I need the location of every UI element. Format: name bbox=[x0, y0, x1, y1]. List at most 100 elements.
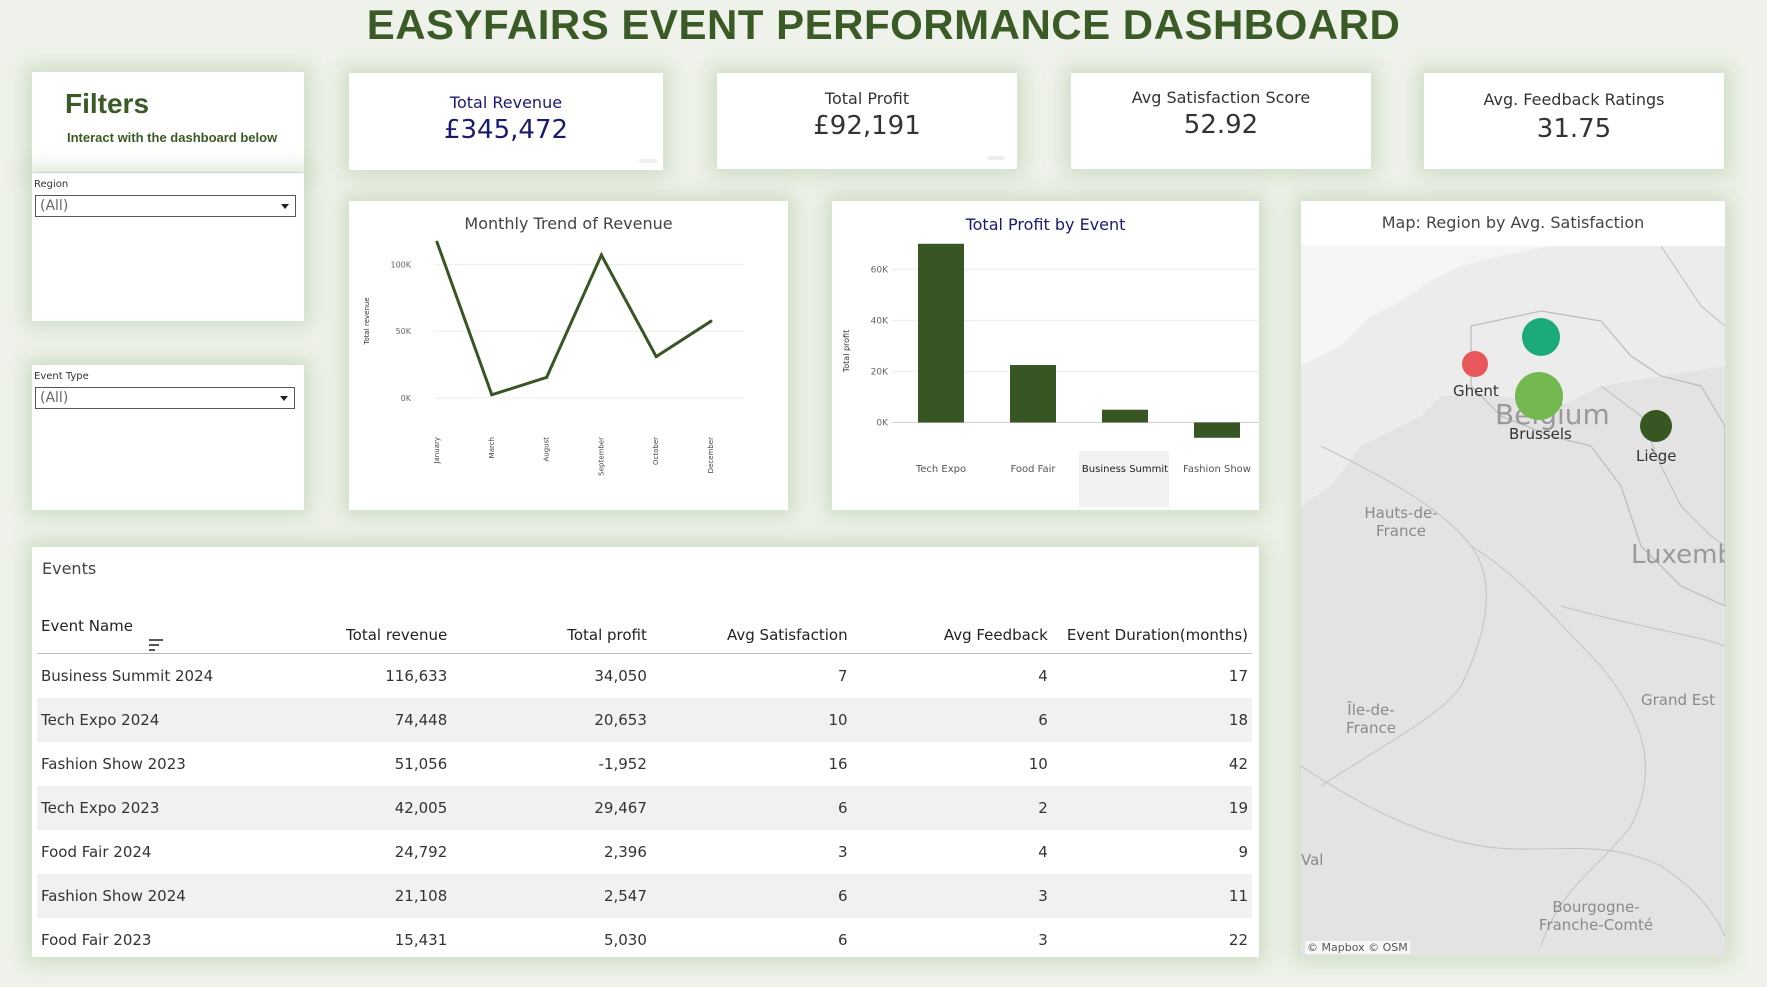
data-point[interactable] bbox=[545, 375, 549, 379]
table-cell: 11 bbox=[1051, 874, 1252, 918]
y-tick-label: 20K bbox=[871, 367, 889, 377]
events-table-body: Business Summit 2024 116,633 34,050 7 4 17 Tec… bbox=[37, 654, 1252, 963]
city-label: Ghent bbox=[1453, 382, 1499, 400]
table-cell: 15,431 bbox=[394, 931, 448, 949]
region-map: Map: Region by Avg. Satisfaction Belgium… bbox=[1301, 201, 1725, 956]
table-cell: 20,653 bbox=[451, 698, 651, 742]
x-tick-label: December bbox=[707, 437, 715, 473]
table-cell: 10 bbox=[650, 698, 852, 742]
sort-icon[interactable] bbox=[149, 638, 163, 651]
table-cell: 5,030 bbox=[603, 931, 647, 949]
bar[interactable] bbox=[1102, 409, 1148, 423]
table-row[interactable]: Food Fair 2023 15,431 5,030 6 3 22 bbox=[37, 918, 1252, 962]
table-cell: 51,056 bbox=[394, 755, 448, 773]
kpi-label: Avg. Feedback Ratings bbox=[1483, 90, 1665, 109]
filters-subtitle: Interact with the dashboard below bbox=[67, 130, 278, 145]
map-attribution[interactable]: © Mapbox © OSM bbox=[1305, 941, 1410, 954]
table-row[interactable]: Tech Expo 2024 74,448 20,653 10 6 18 bbox=[37, 698, 1252, 742]
table-cell: Food Fair 2024 bbox=[41, 843, 152, 861]
table-cell: 2 bbox=[851, 786, 1052, 830]
table-cell: 22 bbox=[1228, 931, 1248, 949]
table-cell: 6 bbox=[838, 931, 848, 949]
kpi-value: 52.92 bbox=[1183, 110, 1259, 140]
x-tick-label: March bbox=[488, 437, 496, 458]
table-cell: 18 bbox=[1051, 698, 1252, 742]
map-region-label: Hauts-de-France bbox=[1364, 504, 1438, 540]
table-cell: 42 bbox=[1228, 755, 1248, 773]
table-cell: 4 bbox=[1038, 843, 1048, 861]
table-cell: 42,005 bbox=[252, 786, 452, 830]
data-point[interactable] bbox=[654, 355, 658, 359]
data-point[interactable] bbox=[599, 253, 603, 257]
chevron-down-icon bbox=[280, 396, 288, 401]
table-row[interactable]: Food Fair 2024 24,792 2,396 3 4 9 bbox=[37, 830, 1252, 874]
x-tick-label: October bbox=[652, 437, 660, 465]
x-tick-label: September bbox=[597, 437, 605, 476]
map-region-label: Luxemb bbox=[1631, 540, 1725, 570]
kpi-value: £345,472 bbox=[443, 115, 569, 145]
column-header[interactable]: Event Duration(months) bbox=[1051, 617, 1252, 654]
kpi-value: 31.75 bbox=[1536, 114, 1612, 144]
map-point-liege[interactable] bbox=[1640, 410, 1672, 442]
map-point[interactable] bbox=[1522, 318, 1560, 356]
kpi-total-revenue: Total Revenue £345,472 bbox=[349, 73, 663, 170]
bar[interactable] bbox=[918, 243, 964, 423]
kpi-label: Total Profit bbox=[824, 89, 910, 108]
x-tick-label: August bbox=[543, 437, 551, 462]
event-type-select[interactable]: (All) bbox=[35, 387, 295, 409]
y-tick-label: 0K bbox=[876, 418, 889, 428]
event-type-value: (All) bbox=[40, 390, 69, 406]
revenue-trend-chart: Monthly Trend of Revenue 0K 50K 100K Januar… bbox=[349, 201, 788, 510]
filters-title: Filters bbox=[65, 88, 150, 119]
map-region-label: Grand Est bbox=[1641, 691, 1715, 709]
bar[interactable] bbox=[1194, 422, 1240, 438]
map-background bbox=[1301, 246, 1725, 956]
chart-title: Total Profit by Event bbox=[965, 215, 1126, 234]
kpi-label: Avg Satisfaction Score bbox=[1131, 88, 1311, 107]
table-row[interactable]: Fashion Show 2024 21,108 2,547 6 3 11 bbox=[37, 874, 1252, 918]
table-cell: 4 bbox=[1038, 667, 1048, 685]
x-tick-label: Fashion Show bbox=[1183, 464, 1251, 475]
column-header[interactable]: Total profit bbox=[451, 617, 651, 654]
column-header[interactable]: Total revenue bbox=[252, 617, 452, 654]
y-tick-label: 0K bbox=[401, 394, 412, 403]
region-select[interactable]: (All) bbox=[35, 195, 296, 217]
table-cell: 116,633 bbox=[385, 667, 448, 685]
filters-header: Filters Interact with the dashboard belo… bbox=[32, 72, 304, 172]
chart-title: Monthly Trend of Revenue bbox=[464, 214, 673, 233]
table-cell: 3 bbox=[1038, 931, 1048, 949]
table-cell: 2,396 bbox=[603, 843, 647, 861]
series-line[interactable] bbox=[435, 241, 712, 397]
column-header[interactable]: Avg Feedback bbox=[851, 617, 1052, 654]
map-point-brussels[interactable] bbox=[1515, 372, 1563, 420]
dashboard-title: EASYFAIRS EVENT PERFORMANCE DASHBOARD bbox=[366, 1, 1401, 48]
data-point[interactable] bbox=[435, 240, 439, 244]
column-header[interactable]: Event Name bbox=[37, 617, 253, 654]
y-tick-label: 60K bbox=[871, 265, 889, 275]
x-tick-label: Tech Expo bbox=[915, 464, 966, 475]
city-label: Liège bbox=[1636, 447, 1677, 465]
events-table: Event Name Total revenue Total profit Av… bbox=[37, 617, 1252, 962]
kpi-avg-satisfaction: Avg Satisfaction Score 52.92 bbox=[1071, 73, 1371, 169]
table-row[interactable]: Business Summit 2024 116,633 34,050 7 4 17 bbox=[37, 654, 1252, 699]
table-cell: 21,108 bbox=[252, 874, 452, 918]
event-type-filter: Event Type (All) bbox=[32, 365, 304, 510]
table-cell: 17 bbox=[1228, 667, 1248, 685]
bar[interactable] bbox=[1010, 365, 1056, 423]
region-label: Region bbox=[34, 179, 69, 190]
column-header[interactable]: Avg Satisfaction bbox=[650, 617, 852, 654]
table-cell: 6 bbox=[851, 698, 1052, 742]
data-point[interactable] bbox=[490, 393, 494, 397]
table-cell: Food Fair 2023 bbox=[41, 931, 152, 949]
y-tick-label: 40K bbox=[871, 316, 889, 326]
x-tick-label: January bbox=[433, 437, 441, 465]
table-cell: 29,467 bbox=[451, 786, 651, 830]
profit-by-event-chart: Total Profit by Event 0K 20K 40K 60K Tech Ex… bbox=[832, 201, 1259, 510]
map-canvas[interactable]: Belgium Hauts-de-France Luxemb Grand Est… bbox=[1301, 246, 1725, 956]
table-row[interactable]: Tech Expo 2023 42,005 29,467 6 2 19 bbox=[37, 786, 1252, 830]
map-point-ghent[interactable] bbox=[1462, 351, 1488, 377]
data-point[interactable] bbox=[709, 319, 713, 323]
map-title: Map: Region by Avg. Satisfaction bbox=[1381, 213, 1645, 232]
category-highlight bbox=[1079, 451, 1169, 507]
table-row[interactable]: Fashion Show 2023 51,056 -1,952 16 10 42 bbox=[37, 742, 1252, 786]
